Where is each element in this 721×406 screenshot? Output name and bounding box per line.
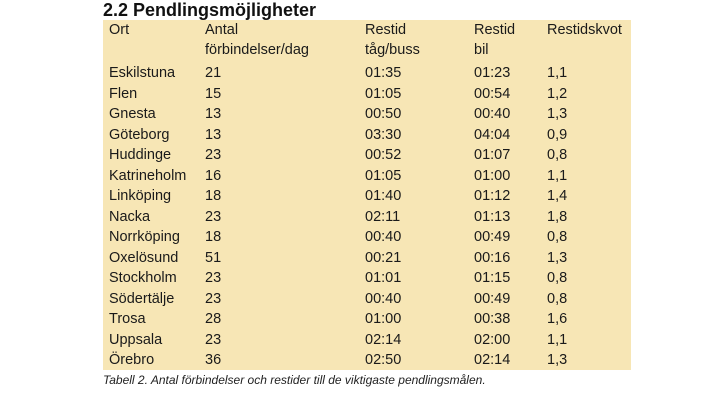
- commute-table: Ort Antal förbindelser/dag Restid tåg/buss Re…: [103, 20, 631, 370]
- cell-restid-tag-buss: 00:50: [365, 106, 402, 122]
- cell-restid-bil: 01:00: [474, 167, 511, 184]
- cell-restid-bil: 02:00: [474, 331, 511, 348]
- cell-restid-bil: 01:15: [474, 270, 511, 286]
- cell-restid-tag-buss: 00:52: [365, 147, 402, 163]
- cell-ort: Eskilstuna: [109, 65, 176, 81]
- cell-ort: Uppsala: [109, 331, 163, 348]
- cell-antal: 18: [205, 188, 222, 204]
- cell-restidskvot: 1,6: [547, 311, 568, 327]
- cell-restidskvot: 0,9: [547, 126, 568, 143]
- header-antal-line2: förbindelser/dag: [205, 42, 309, 58]
- header-restidskvot-line1: Restidskvot: [547, 22, 622, 38]
- cell-antal: 23: [205, 208, 222, 225]
- cell-restidskvot: 1,1: [547, 331, 568, 348]
- cell-ort: Huddinge: [109, 147, 172, 163]
- cell-ort: Linköping: [109, 188, 172, 204]
- table-caption: Tabell 2. Antal förbindelser och restide…: [103, 373, 486, 387]
- cell-restid-tag-buss: 02:14: [365, 331, 402, 348]
- cell-ort: Katrineholm: [109, 167, 187, 184]
- cell-restid-bil: 01:12: [474, 188, 511, 204]
- cell-restid-bil: 00:16: [474, 249, 511, 266]
- cell-ort: Nacka: [109, 208, 151, 225]
- section-heading: 2.2 Pendlingsmöjligheter: [103, 0, 317, 20]
- cell-antal: 23: [205, 331, 222, 348]
- cell-restidskvot: 1,3: [547, 352, 568, 368]
- cell-restid-bil: 04:04: [474, 126, 511, 143]
- cell-restidskvot: 0,8: [547, 270, 568, 286]
- cell-antal: 23: [205, 147, 222, 163]
- cell-ort: Södertälje: [109, 290, 175, 307]
- cell-ort: Flen: [109, 85, 138, 102]
- cell-antal: 23: [205, 270, 222, 286]
- cell-restid-tag-buss: 03:30: [365, 126, 402, 143]
- header-antal-line1: Antal: [205, 22, 239, 38]
- cell-restid-bil: 01:23: [474, 65, 511, 81]
- header-restid-bil-line1: Restid: [474, 22, 516, 38]
- cell-antal: 13: [205, 126, 222, 143]
- cell-restidskvot: 1,3: [547, 106, 568, 122]
- cell-restid-bil: 00:54: [474, 85, 511, 102]
- cell-ort: Stockholm: [109, 270, 177, 286]
- cell-antal: 18: [205, 229, 222, 245]
- cell-ort: Oxelösund: [109, 249, 179, 266]
- cell-antal: 15: [205, 85, 222, 102]
- header-restid-tag-buss-line1: Restid: [365, 22, 407, 38]
- cell-restid-tag-buss: 00:21: [365, 249, 402, 266]
- cell-restid-bil: 01:07: [474, 147, 511, 163]
- cell-restid-tag-buss: 01:35: [365, 65, 402, 81]
- cell-antal: 51: [205, 249, 222, 266]
- cell-ort: Norrköping: [109, 229, 180, 245]
- cell-antal: 16: [205, 167, 222, 184]
- cell-restidskvot: 0,8: [547, 229, 568, 245]
- header-restid-tag-buss-line2: tåg/buss: [365, 42, 420, 58]
- cell-restid-tag-buss: 01:40: [365, 188, 402, 204]
- cell-antal: 13: [205, 106, 222, 122]
- cell-restidskvot: 0,8: [547, 147, 568, 163]
- cell-antal: 36: [205, 352, 222, 368]
- cell-restid-tag-buss: 00:40: [365, 229, 402, 245]
- cell-restid-bil: 00:38: [474, 311, 511, 327]
- cell-ort: Göteborg: [109, 126, 170, 143]
- cell-restid-tag-buss: 01:00: [365, 311, 402, 327]
- cell-restidskvot: 1,1: [547, 167, 568, 184]
- header-restid-bil-line2: bil: [474, 42, 489, 58]
- cell-restidskvot: 1,3: [547, 249, 568, 266]
- cell-restid-tag-buss: 00:40: [365, 290, 402, 307]
- cell-ort: Gnesta: [109, 106, 156, 122]
- cell-antal: 21: [205, 65, 222, 81]
- cell-restid-tag-buss: 01:01: [365, 270, 402, 286]
- cell-restid-tag-buss: 02:50: [365, 352, 402, 368]
- cell-restid-bil: 01:13: [474, 208, 511, 225]
- cell-ort: Örebro: [109, 352, 155, 368]
- cell-restidskvot: 0,8: [547, 290, 568, 307]
- cell-antal: 23: [205, 290, 222, 307]
- cell-restid-bil: 00:40: [474, 106, 511, 122]
- cell-restidskvot: 1,1: [547, 65, 568, 81]
- cell-restidskvot: 1,4: [547, 188, 568, 204]
- cell-restid-bil: 02:14: [474, 352, 511, 368]
- cell-restidskvot: 1,2: [547, 85, 568, 102]
- cell-restid-tag-buss: 01:05: [365, 85, 402, 102]
- header-ort-line1: Ort: [109, 22, 130, 38]
- cell-antal: 28: [205, 311, 222, 327]
- cell-restid-bil: 00:49: [474, 290, 511, 307]
- cell-restid-tag-buss: 01:05: [365, 167, 402, 184]
- cell-restidskvot: 1,8: [547, 208, 568, 225]
- cell-restid-tag-buss: 02:11: [365, 208, 401, 225]
- cell-restid-bil: 00:49: [474, 229, 511, 245]
- cell-ort: Trosa: [109, 311, 146, 327]
